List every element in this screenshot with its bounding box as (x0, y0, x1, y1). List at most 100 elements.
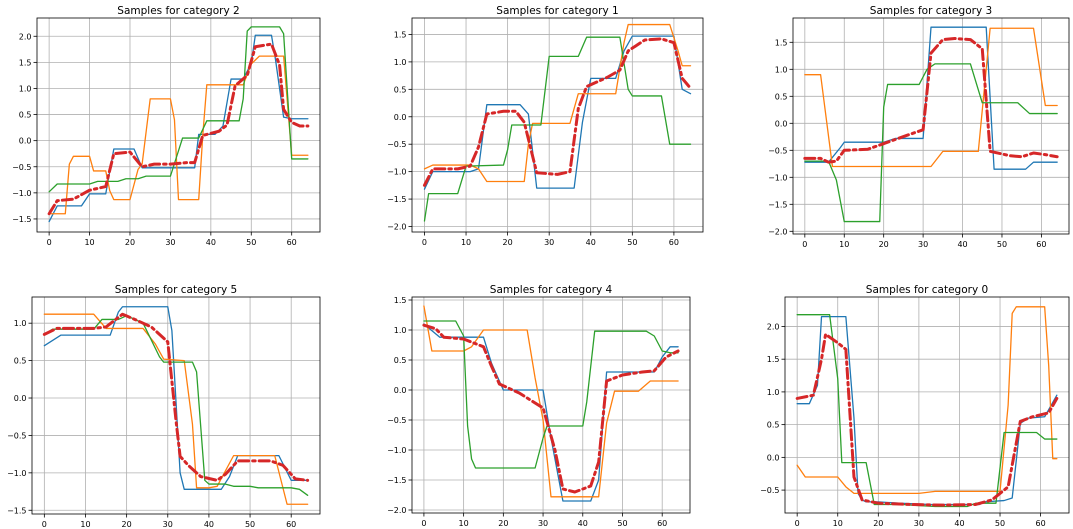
x-tick-label: 60 (669, 238, 679, 247)
x-tick-label: 50 (617, 519, 627, 528)
subplot-3: 0 10 20 30 40 50 60 −1.5 −1.0 −0.5 0.0 0.5 1.0 Sample… (7, 284, 321, 529)
x-tick-label: 0 (421, 519, 426, 528)
x-tick-label: 40 (957, 240, 967, 249)
y-tick-label: −1.0 (387, 168, 406, 177)
subplot-title: Samples for category 5 (115, 284, 237, 296)
y-tick-label: 0.0 (14, 394, 27, 403)
x-tick-label: 10 (833, 519, 843, 528)
y-tick-label: 1.5 (394, 30, 407, 39)
series-line-blue (423, 35, 692, 190)
subplot-5: 0 10 20 30 40 50 60 −0.5 0.0 0.5 1.0 1.5 2.0 Samples … (760, 284, 1070, 528)
y-tick-label: 0.0 (775, 119, 788, 128)
series-line-mean (47, 42, 310, 216)
y-tick-label: 0.0 (767, 453, 780, 462)
x-tick-label: 0 (47, 238, 52, 247)
x-tick-label: 20 (498, 519, 508, 528)
series-line-orange (804, 27, 1058, 168)
y-tick-label: 2.0 (19, 32, 32, 41)
x-tick-label: 50 (627, 238, 637, 247)
x-tick-label: 0 (422, 238, 427, 247)
series-line-mean (803, 37, 1059, 164)
y-tick-label: 1.0 (19, 84, 32, 93)
y-tick-label: 0.5 (14, 357, 27, 366)
x-tick-label: 50 (246, 238, 256, 247)
y-tick-label: 0.5 (775, 92, 788, 101)
x-tick-label: 40 (586, 238, 596, 247)
y-tick-label: 0.0 (19, 137, 32, 146)
x-tick-label: 60 (1036, 519, 1046, 528)
y-tick-label: −1.0 (768, 173, 787, 182)
y-tick-label: 0.5 (767, 421, 780, 430)
x-tick-label: 30 (918, 240, 928, 249)
y-tick-label: −1.5 (768, 200, 787, 209)
y-tick-label: −1.5 (387, 476, 406, 485)
y-tick-label: 1.0 (775, 65, 788, 74)
axes-frame (36, 17, 321, 233)
y-tick-label: −1.0 (12, 189, 31, 198)
series-line-orange (796, 306, 1058, 495)
series-line-mean (422, 323, 680, 494)
series-line-mean (422, 37, 693, 187)
x-tick-label: 0 (42, 520, 47, 529)
x-tick-label: 20 (503, 238, 513, 247)
y-tick-label: 0.5 (394, 85, 407, 94)
y-tick-label: −0.5 (387, 140, 406, 149)
x-tick-label: 10 (459, 519, 469, 528)
series-line-green (796, 314, 1058, 508)
y-tick-label: 1.5 (394, 296, 407, 305)
y-tick-label: 0.0 (394, 113, 407, 122)
x-tick-label: 50 (995, 519, 1005, 528)
x-tick-label: 10 (839, 240, 849, 249)
y-tick-label: 1.0 (14, 319, 27, 328)
series-line-green (43, 315, 309, 496)
axes-frame (792, 17, 1070, 235)
y-tick-label: −1.0 (387, 446, 406, 455)
series-line-mean (795, 332, 1059, 507)
x-tick-label: 40 (954, 519, 964, 528)
subplot-1: 0 10 20 30 40 50 60 −2.0 −1.5 −1.0 −0.5 0.0 0.5 1.0 1.… (387, 5, 704, 247)
axes-frame (31, 296, 321, 515)
x-tick-label: 10 (461, 238, 471, 247)
y-tick-label: −2.0 (387, 223, 406, 232)
y-tick-label: −1.5 (7, 506, 26, 515)
axes-frame (411, 17, 704, 233)
y-tick-label: −2.0 (768, 227, 787, 236)
x-tick-label: 30 (165, 238, 175, 247)
x-tick-label: 60 (1036, 240, 1046, 249)
y-tick-label: −0.5 (760, 486, 779, 495)
y-tick-label: 1.5 (767, 355, 780, 364)
y-tick-label: −1.5 (387, 195, 406, 204)
x-tick-label: 60 (286, 520, 296, 529)
subplot-title: Samples for category 2 (117, 5, 239, 17)
subplot-4: 0 10 20 30 40 50 60 −2.0 −1.5 −1.0 −0.5 0.0 0.5 1.0 1.… (387, 284, 691, 528)
x-tick-label: 30 (914, 519, 924, 528)
y-tick-label: 0.5 (19, 111, 32, 120)
y-tick-label: 1.0 (394, 326, 407, 335)
x-tick-label: 60 (657, 519, 667, 528)
x-tick-label: 10 (80, 520, 90, 529)
x-tick-label: 60 (287, 238, 297, 247)
subplot-0: 0 10 20 30 40 50 60 −1.5 −1.0 −0.5 0.0 0.5 1.0 1.5 2.0… (12, 5, 321, 247)
x-tick-label: 20 (879, 240, 889, 249)
series-line-orange (423, 23, 692, 183)
x-tick-label: 20 (873, 519, 883, 528)
x-tick-label: 50 (245, 520, 255, 529)
y-tick-label: 1.0 (394, 58, 407, 67)
y-tick-label: 0.5 (394, 356, 407, 365)
x-tick-label: 40 (204, 520, 214, 529)
series-line-green (423, 320, 679, 469)
y-tick-label: −2.0 (387, 506, 406, 515)
subplot-2: 0 10 20 30 40 50 60 −2.0 −1.5 −1.0 −0.5 0.0 0.5 1.0 1.… (768, 5, 1070, 249)
subplot-title: Samples for category 3 (870, 5, 992, 17)
y-tick-label: 1.5 (775, 38, 788, 47)
series-line-blue (423, 323, 679, 502)
series-line-blue (796, 315, 1058, 506)
x-tick-label: 30 (544, 238, 554, 247)
series-line-green (48, 26, 309, 193)
y-tick-label: 1.5 (19, 58, 32, 67)
y-tick-label: 2.0 (767, 322, 780, 331)
y-tick-label: −0.5 (768, 146, 787, 155)
y-tick-label: 1.0 (767, 388, 780, 397)
y-tick-label: −1.0 (7, 469, 26, 478)
